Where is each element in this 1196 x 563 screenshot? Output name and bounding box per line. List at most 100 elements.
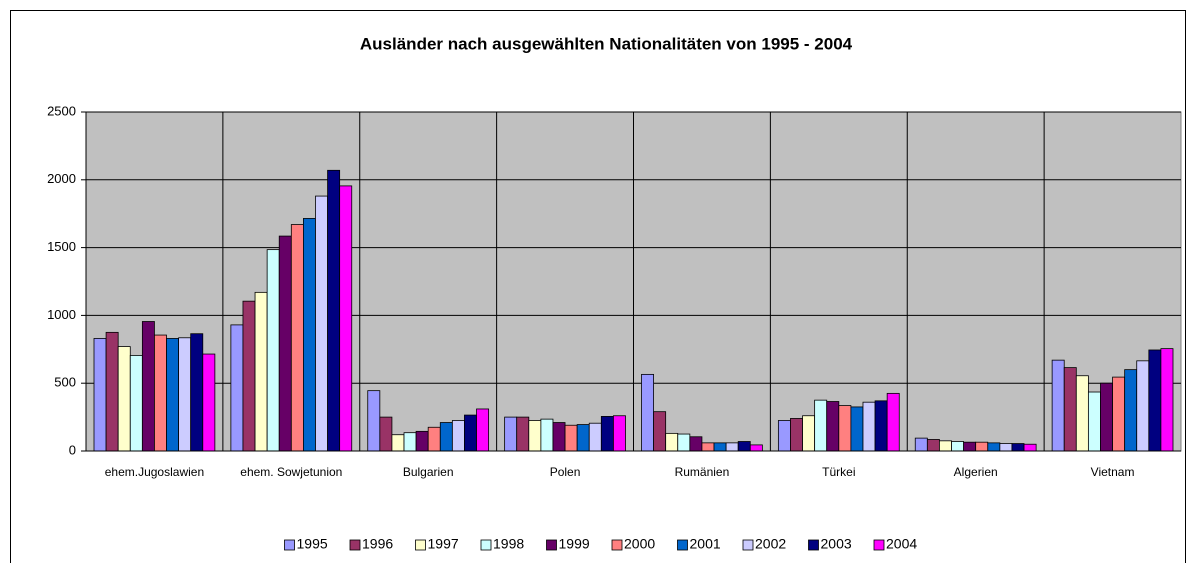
bar <box>564 424 578 452</box>
bar <box>439 422 453 452</box>
bar <box>476 408 490 452</box>
x-tick-label: Vietnam <box>1091 465 1135 479</box>
bar <box>777 420 791 452</box>
bar <box>290 224 304 452</box>
legend-label: 2004 <box>886 536 917 552</box>
legend-swatch <box>480 539 492 551</box>
bar <box>230 324 244 452</box>
bar <box>613 415 626 452</box>
bar <box>367 390 381 452</box>
legend-label: 2002 <box>755 536 786 552</box>
bar <box>987 442 1001 452</box>
bar <box>653 411 667 452</box>
bar <box>874 400 888 452</box>
legend-label: 2003 <box>821 536 852 552</box>
y-tick-label: 500 <box>54 375 76 390</box>
bar <box>266 249 280 452</box>
y-tick-label: 1500 <box>47 239 76 254</box>
bar <box>190 333 204 452</box>
bar <box>302 218 316 452</box>
x-tick-label: ehem.Jugoslawien <box>105 465 204 479</box>
bar <box>242 300 256 452</box>
legend-swatch <box>677 539 688 551</box>
legend-swatch <box>742 539 754 551</box>
bar <box>725 442 739 452</box>
bar <box>403 432 417 452</box>
bar <box>154 334 167 452</box>
legend-swatch <box>611 539 623 551</box>
bar <box>1087 391 1101 452</box>
bar <box>278 235 292 452</box>
bar <box>451 420 465 452</box>
bar <box>178 337 192 452</box>
bar <box>427 426 441 452</box>
bar <box>327 169 341 452</box>
legend-label: 2000 <box>624 536 655 552</box>
bar <box>129 355 143 452</box>
bar <box>464 414 477 452</box>
bar <box>914 437 928 452</box>
bar <box>552 422 566 452</box>
bar <box>1011 443 1025 452</box>
y-tick-label: 2500 <box>47 103 76 118</box>
bar <box>540 418 554 452</box>
legend-label: 1995 <box>297 536 328 552</box>
bar <box>862 401 876 452</box>
bar <box>802 415 816 452</box>
legend-label: 1996 <box>362 536 393 552</box>
bar <box>202 353 216 452</box>
bar <box>1160 348 1174 452</box>
legend-swatch <box>873 539 885 551</box>
bar <box>838 405 852 452</box>
bar <box>790 418 803 452</box>
bar <box>886 392 900 452</box>
bar <box>391 434 405 452</box>
bar <box>850 406 864 452</box>
bar <box>641 373 654 452</box>
bar <box>737 441 751 452</box>
legend-swatch <box>808 539 819 551</box>
bar <box>1124 369 1138 452</box>
bar <box>588 422 602 452</box>
bar <box>814 399 828 452</box>
y-tick-label: 2000 <box>47 171 76 186</box>
bar <box>166 338 180 452</box>
legend-swatch <box>349 539 361 551</box>
bar <box>1112 376 1126 452</box>
bar <box>315 195 328 452</box>
bar <box>826 401 840 452</box>
legend-label: 1999 <box>559 536 590 552</box>
bar <box>1023 443 1037 452</box>
bar <box>339 185 353 452</box>
y-tick-label: 1000 <box>47 307 76 322</box>
bar <box>1075 375 1089 452</box>
x-tick-label: Bulgarien <box>403 465 454 479</box>
x-tick-label: Polen <box>550 465 581 479</box>
y-tick-label: 0 <box>69 442 76 457</box>
bar <box>951 441 965 452</box>
bar <box>576 424 590 452</box>
chart-title: Ausländer nach ausgewählten Nationalität… <box>360 34 853 53</box>
x-tick-label: ehem. Sowjetunion <box>240 465 342 479</box>
bar <box>1100 382 1113 452</box>
x-tick-label: Rumänien <box>675 465 730 479</box>
legend-label: 2001 <box>690 536 721 552</box>
bar <box>93 338 107 452</box>
x-tick-label: Algerien <box>954 465 998 479</box>
bar <box>939 440 952 452</box>
bar <box>701 442 715 452</box>
bar <box>677 433 691 452</box>
bar <box>415 430 429 452</box>
bar <box>504 416 518 452</box>
bar <box>713 442 727 452</box>
x-tick-label: Türkei <box>822 465 855 479</box>
bar <box>963 441 977 452</box>
legend-swatch <box>284 539 295 551</box>
legend-label: 1997 <box>428 536 459 552</box>
bar <box>1136 360 1150 452</box>
bar <box>254 291 268 452</box>
bar <box>528 420 542 452</box>
bar <box>689 436 703 452</box>
bar <box>1051 359 1065 452</box>
